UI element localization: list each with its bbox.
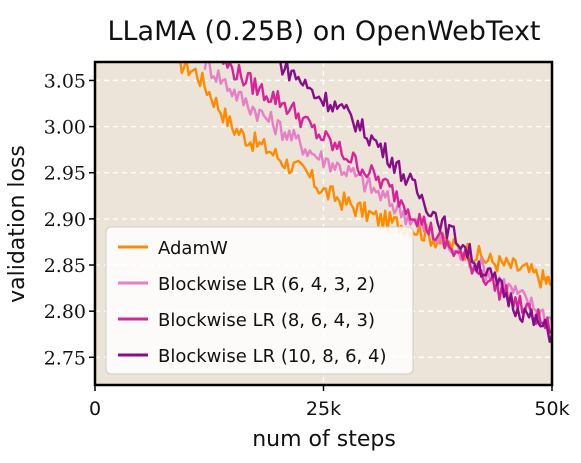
legend-box: [105, 226, 414, 375]
legend-label-2: Blockwise LR (8, 6, 4, 3): [158, 310, 375, 331]
x-tick-label: 0: [89, 398, 101, 420]
series-line-3: [279, 62, 552, 343]
y-tick-label: 2.80: [44, 301, 86, 323]
chart-title: LLaMA (0.25B) on OpenWebText: [107, 16, 540, 47]
series-line-1: [203, 62, 552, 326]
y-tick-label: 2.90: [44, 209, 86, 231]
series-lines: [179, 62, 552, 343]
y-axis: 2.75 2.80 2.85 2.90 2.95 3.00 3.05: [44, 70, 95, 369]
y-tick-label: 3.05: [44, 70, 86, 92]
y-tick-label: 2.95: [44, 163, 86, 185]
legend-label-0: AdamW: [158, 238, 228, 259]
y-tick-label: 2.75: [44, 347, 86, 369]
x-axis: 0 25k 50k: [89, 385, 570, 420]
x-tick-label: 25k: [306, 398, 341, 420]
y-axis-label: validation loss: [5, 145, 30, 303]
x-axis-label: num of steps: [252, 427, 396, 452]
y-tick-label: 2.85: [44, 255, 86, 277]
series-line-0: [179, 62, 552, 289]
legend-label-1: Blockwise LR (6, 4, 3, 2): [158, 274, 375, 295]
legend: AdamW Blockwise LR (6, 4, 3, 2) Blockwise …: [105, 226, 414, 375]
x-tick-label: 50k: [534, 398, 569, 420]
y-tick-label: 3.00: [44, 117, 86, 139]
legend-label-3: Blockwise LR (10, 8, 6, 4): [158, 346, 386, 367]
